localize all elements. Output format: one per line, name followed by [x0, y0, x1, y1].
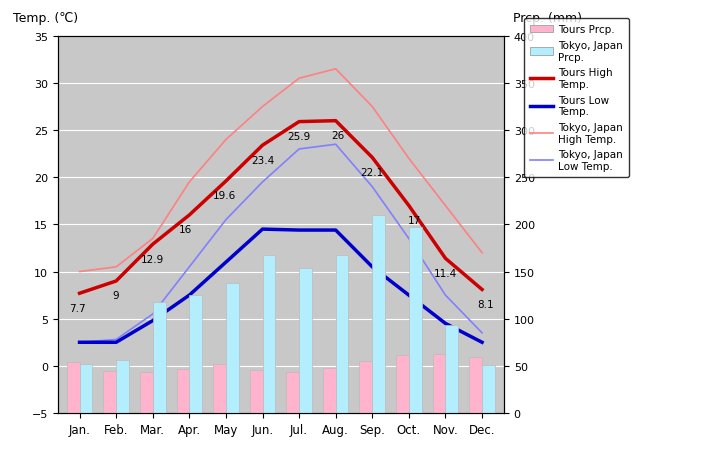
Bar — [79, 364, 92, 413]
Bar — [396, 355, 409, 413]
Text: 8.1: 8.1 — [477, 299, 494, 309]
Text: 7.7: 7.7 — [69, 303, 86, 313]
Bar — [116, 360, 129, 413]
Bar — [482, 365, 495, 413]
Legend: Tours Prcp., Tokyo, Japan
Prcp., Tours High
Temp., Tours Low
Temp., Tokyo, Japan: Tours Prcp., Tokyo, Japan Prcp., Tours H… — [523, 19, 629, 178]
Bar — [446, 325, 458, 413]
Bar — [250, 370, 263, 413]
Bar — [226, 283, 239, 413]
Bar — [469, 358, 482, 413]
Bar — [336, 255, 348, 413]
Text: 11.4: 11.4 — [434, 268, 457, 278]
Bar — [372, 215, 385, 413]
Bar — [140, 372, 153, 413]
Text: 22.1: 22.1 — [361, 168, 384, 178]
Text: 23.4: 23.4 — [251, 155, 274, 165]
Text: 9: 9 — [113, 291, 120, 301]
Text: 12.9: 12.9 — [141, 254, 164, 264]
Bar — [359, 361, 372, 413]
Bar — [263, 255, 275, 413]
Bar — [67, 362, 79, 413]
Bar — [153, 302, 166, 413]
Bar — [287, 373, 299, 413]
Bar — [409, 228, 422, 413]
Bar — [213, 364, 226, 413]
Text: 17: 17 — [408, 215, 421, 225]
Bar — [433, 354, 446, 413]
Bar — [189, 296, 202, 413]
Text: Prcp. (mm): Prcp. (mm) — [513, 12, 582, 25]
Bar — [176, 369, 189, 413]
Text: 16: 16 — [179, 225, 192, 235]
Bar — [299, 268, 312, 413]
Text: 26: 26 — [331, 131, 344, 141]
Bar — [323, 368, 336, 413]
Bar — [104, 371, 116, 413]
Text: Temp. (℃): Temp. (℃) — [13, 12, 78, 25]
Text: 19.6: 19.6 — [212, 191, 235, 201]
Text: 25.9: 25.9 — [287, 132, 311, 142]
